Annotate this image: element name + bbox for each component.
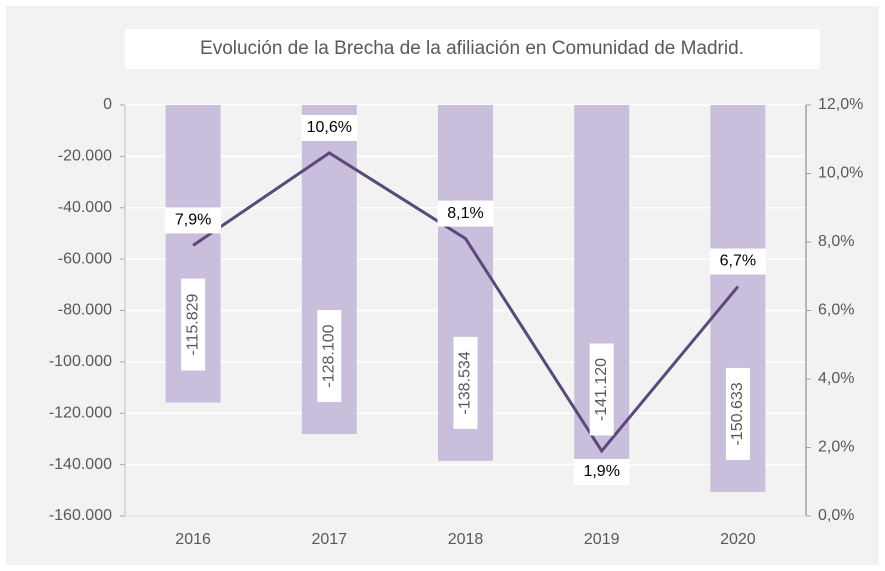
y-tick-label: -100.000 xyxy=(49,353,112,370)
line-label-box xyxy=(165,207,222,234)
x-tick-label: 2019 xyxy=(584,531,620,548)
bar-value-label: -115.829 xyxy=(184,293,201,355)
line-label-box xyxy=(437,200,494,227)
bar-label-box xyxy=(181,278,206,371)
y-tick-label: -80.000 xyxy=(58,302,112,319)
bar-value-label: -138.534 xyxy=(457,351,474,414)
y-tick-label: -20.000 xyxy=(58,148,112,165)
y-tick-label: -160.000 xyxy=(49,507,112,524)
bar-label-box xyxy=(725,367,750,460)
y2-tick-label: 8,0% xyxy=(818,233,854,250)
line-label-box xyxy=(301,114,358,141)
y-tick-label: -60.000 xyxy=(58,250,112,267)
y-tick-label: -140.000 xyxy=(49,456,112,473)
bar-value-label: -150.633 xyxy=(729,382,746,445)
y-tick-label: -40.000 xyxy=(58,199,112,216)
y2-tick-label: 4,0% xyxy=(818,370,854,387)
x-tick-label: 2017 xyxy=(312,531,348,548)
y2-tick-label: 10,0% xyxy=(818,165,863,182)
line-value-label: 10,6% xyxy=(307,119,352,136)
y2-tick-label: 2,0% xyxy=(818,439,854,456)
y2-tick-label: 6,0% xyxy=(818,302,854,319)
bar-label-box xyxy=(589,343,614,436)
bar-label-box xyxy=(453,336,478,429)
y-tick-label: 0 xyxy=(103,96,112,113)
line-value-label: 6,7% xyxy=(720,253,756,270)
y-tick-label: -120.000 xyxy=(49,404,112,421)
labels: 0 -20.000 -40.000 -60.000 -80.000 -100.000 -12… xyxy=(49,96,864,548)
y2-tick-label: 0,0% xyxy=(818,507,854,524)
line-value-label: 8,1% xyxy=(447,205,483,222)
y2-tick-label: 12,0% xyxy=(818,96,863,113)
x-tick-label: 2020 xyxy=(720,531,756,548)
chart-title: Evolución de la Brecha de la afiliación … xyxy=(200,38,744,59)
x-tick-label: 2016 xyxy=(175,531,211,548)
bar-value-label: -141.120 xyxy=(593,358,610,421)
line xyxy=(192,151,740,454)
title-box xyxy=(125,29,820,69)
line-value-label: 1,9% xyxy=(583,463,619,480)
line-value-label: 7,9% xyxy=(175,212,211,229)
line-label-box xyxy=(573,458,630,485)
x-tick-label: 2018 xyxy=(448,531,484,548)
bar-value-label: -128.100 xyxy=(321,324,338,387)
line-label-box xyxy=(709,248,766,275)
bar-label-box xyxy=(317,310,342,403)
